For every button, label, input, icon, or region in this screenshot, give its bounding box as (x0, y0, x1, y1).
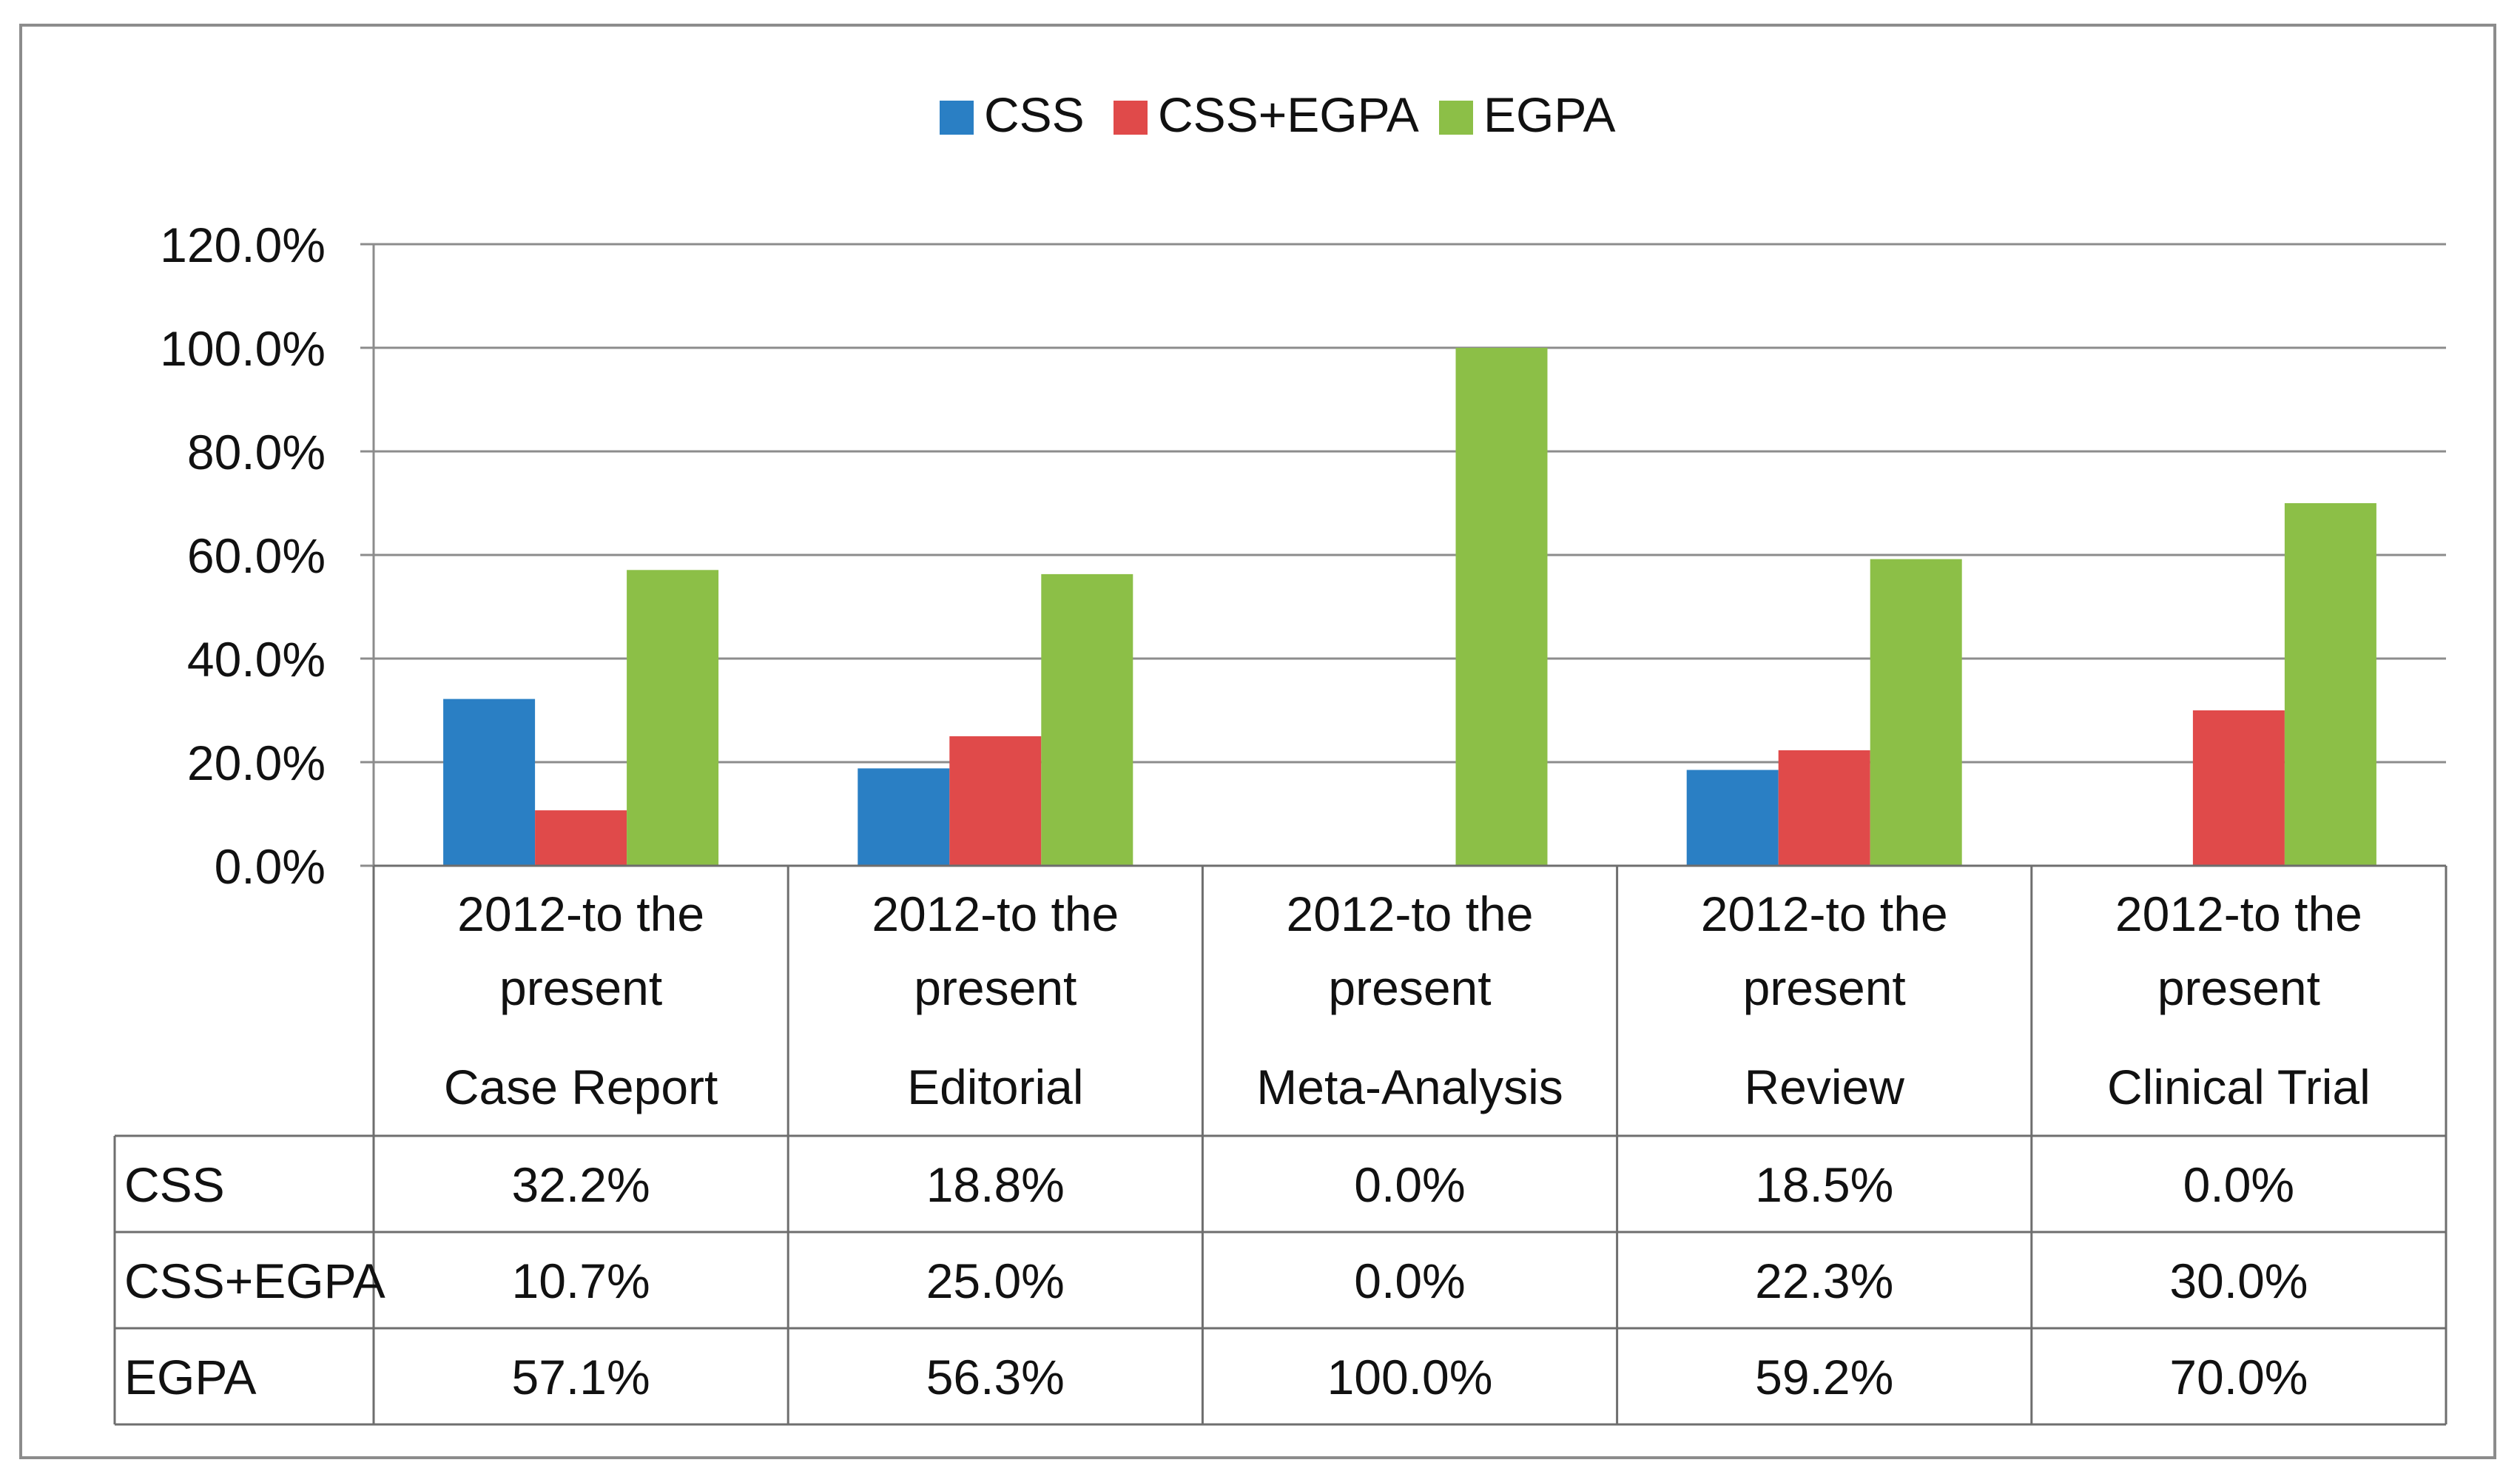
category-type-label: Review (1744, 1060, 1904, 1114)
table-cell-value: 0.0% (1354, 1157, 1465, 1212)
y-tick-label: 80.0% (187, 425, 326, 479)
bar-css-egpa-2 (949, 736, 1042, 866)
table-cell-value: 100.0% (1327, 1350, 1493, 1404)
gridlines (360, 243, 2446, 867)
table-cell-value: 0.0% (2183, 1157, 2294, 1212)
bar-css-egpa-4 (1778, 750, 1870, 866)
table-cell-value: 32.2% (512, 1157, 650, 1212)
legend-swatch-1 (940, 101, 974, 135)
category-period-line1: 2012-to the (1701, 886, 1948, 941)
y-axis-ticks: 0.0% 20.0% 40.0% 60.0% 80.0% 100.0% 120.0% (160, 218, 326, 894)
category-period-line2: present (499, 960, 662, 1015)
category-period-line2: present (1328, 960, 1491, 1015)
y-tick-label: 40.0% (187, 632, 326, 687)
table-row-label: CSS+EGPA (124, 1253, 385, 1308)
bar-egpa-3 (1455, 348, 1548, 866)
category-type-label: Clinical Trial (2107, 1060, 2371, 1114)
y-tick-label: 20.0% (187, 736, 326, 790)
category-type-label: Editorial (907, 1060, 1083, 1114)
table-cell-value: 18.5% (1755, 1157, 1893, 1212)
bar-egpa-5 (2284, 503, 2376, 866)
bar-css-egpa-5 (2192, 710, 2285, 866)
category-period-line1: 2012-to the (1287, 886, 1534, 941)
legend-label-2: CSS+EGPA (1158, 87, 1419, 142)
category-type-label: Case Report (444, 1060, 718, 1114)
table-cell-value: 0.0% (1354, 1253, 1465, 1308)
legend-label-1: CSS (984, 87, 1085, 142)
table-cell-value: 70.0% (2169, 1350, 2308, 1404)
table-cell-value: 25.0% (926, 1253, 1065, 1308)
y-tick-label: 100.0% (160, 321, 326, 376)
bar-egpa-2 (1041, 573, 1133, 866)
table-cell-value: 10.7% (512, 1253, 650, 1308)
table-cell-value: 30.0% (2169, 1253, 2308, 1308)
category-period-line1: 2012-to the (2115, 886, 2362, 941)
legend-swatch-3 (1439, 101, 1473, 135)
table-cell-value: 18.8% (926, 1157, 1065, 1212)
data-table: 2012-to the present Case Report 2012-to the… (113, 864, 2447, 1426)
bar-egpa-4 (1870, 559, 1962, 866)
bar-egpa-1 (627, 570, 719, 866)
table-cell-value: 57.1% (512, 1350, 650, 1404)
legend-label-3: EGPA (1483, 87, 1616, 142)
chart-frame (19, 24, 2496, 1459)
table-row-label: CSS (124, 1157, 225, 1212)
legend-swatch-2 (1114, 101, 1148, 135)
category-period-line2: present (2157, 960, 2320, 1015)
bar-css-4 (1686, 770, 1779, 866)
bars (443, 348, 2376, 866)
y-tick-label: 60.0% (187, 528, 326, 583)
category-period-line1: 2012-to the (872, 886, 1119, 941)
table-cell-value: 56.3% (926, 1350, 1065, 1404)
category-type-label: Meta-Analysis (1256, 1060, 1563, 1114)
category-period-line1: 2012-to the (457, 886, 704, 941)
table-row-label: EGPA (124, 1350, 257, 1404)
table-cell-value: 59.2% (1755, 1350, 1893, 1404)
table-cell-value: 22.3% (1755, 1253, 1893, 1308)
category-period-line2: present (1743, 960, 1906, 1015)
y-tick-label: 120.0% (160, 218, 326, 272)
bar-css-egpa-1 (535, 810, 627, 866)
category-period-line2: present (914, 960, 1077, 1015)
y-tick-label: 0.0% (215, 839, 326, 894)
bar-css-2 (858, 768, 950, 866)
legend: CSS CSS+EGPA EGPA (940, 87, 1616, 142)
bar-css-1 (443, 699, 536, 866)
